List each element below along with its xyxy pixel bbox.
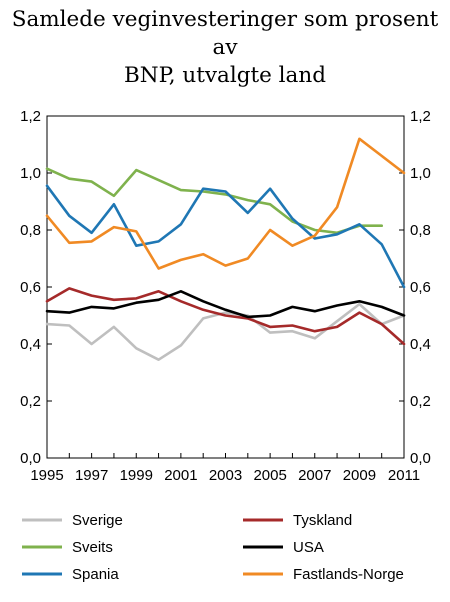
series-lines bbox=[45, 137, 406, 361]
legend-label-spania: Spania bbox=[72, 566, 119, 583]
legend-label-usa: USA bbox=[293, 539, 324, 556]
y-tick-label-left: 0,4 bbox=[20, 336, 41, 353]
y-tick-label-right: 1,0 bbox=[410, 165, 431, 182]
series-line-tyskland bbox=[45, 287, 406, 346]
x-tick-label: 1997 bbox=[75, 467, 108, 484]
y-tick-label-left: 0,0 bbox=[20, 450, 41, 467]
x-tick-label: 2005 bbox=[253, 467, 286, 484]
y-tick-label-left: 0,2 bbox=[20, 393, 41, 410]
x-tick-label: 2003 bbox=[209, 467, 242, 484]
y-tick-label-right: 0,6 bbox=[410, 279, 431, 296]
legend: Sverige Tyskland Sveits USA Spania Fastlands-… bbox=[22, 512, 404, 583]
y-tick-label-left: 0,6 bbox=[20, 279, 41, 296]
x-tick-label: 2009 bbox=[343, 467, 376, 484]
x-tick-label: 1999 bbox=[120, 467, 153, 484]
series-line-sveits bbox=[45, 167, 383, 235]
y-tick-label-right: 0,8 bbox=[410, 222, 431, 239]
x-tick-label: 2001 bbox=[164, 467, 197, 484]
series-line-sverige bbox=[45, 302, 406, 361]
legend-label-sverige: Sverige bbox=[72, 512, 123, 529]
x-tick-label: 2007 bbox=[298, 467, 331, 484]
chart-title: Samlede veginvesteringer som prosent av B… bbox=[11, 7, 439, 88]
x-tick-label: 2011 bbox=[388, 467, 420, 484]
y-tick-label-right: 1,2 bbox=[410, 108, 431, 125]
y-tick-label-right: 0,4 bbox=[410, 336, 431, 353]
axes: 0,0 0,0 0,2 0,2 0,4 0,4 0,6 0,6 0,8 0,8 1,0 1,0 1,2 1… bbox=[20, 108, 431, 484]
series-line-spania bbox=[45, 184, 406, 289]
y-tick-label-left: 0,8 bbox=[20, 222, 41, 239]
series-line-usa bbox=[45, 290, 406, 319]
y-tick-label-left: 1,2 bbox=[20, 108, 41, 125]
y-tick-label-left: 1,0 bbox=[20, 165, 41, 182]
series-line-fastlands-norge bbox=[45, 137, 406, 270]
y-tick-label-right: 0,2 bbox=[410, 393, 431, 410]
legend-label-tyskland: Tyskland bbox=[293, 512, 352, 529]
legend-label-fastlands-norge: Fastlands-Norge bbox=[293, 566, 404, 583]
y-tick-label-right: 0,0 bbox=[410, 450, 431, 467]
x-tick-label: 1995 bbox=[30, 467, 63, 484]
legend-label-sveits: Sveits bbox=[72, 539, 113, 556]
